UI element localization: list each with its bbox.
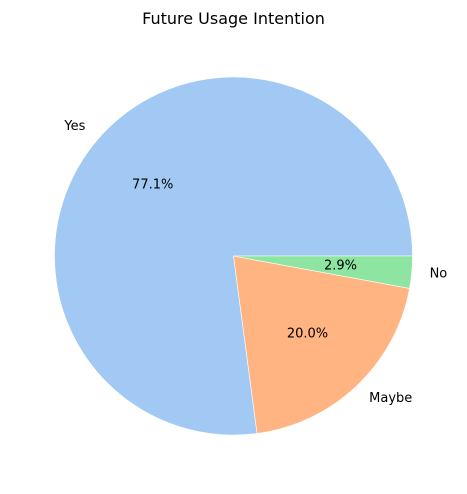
pie-category-label-no: No <box>430 266 448 281</box>
pie-category-label-maybe: Maybe <box>369 391 412 406</box>
pie-category-label-yes: Yes <box>63 119 85 134</box>
pie-slices <box>54 76 413 436</box>
pie-slice-maybe <box>233 255 410 434</box>
chart-title: Future Usage Intention <box>142 9 325 28</box>
pie-labels: 77.1% Yes 20.0% Maybe 2.9% No <box>63 119 447 406</box>
pie-slice-yes <box>54 76 413 436</box>
pie-pct-label-yes: 77.1% <box>132 178 173 193</box>
pie-slice-no <box>233 255 413 289</box>
pie-pct-label-no: 2.9% <box>324 258 357 273</box>
pie-pct-label-maybe: 20.0% <box>287 326 328 341</box>
